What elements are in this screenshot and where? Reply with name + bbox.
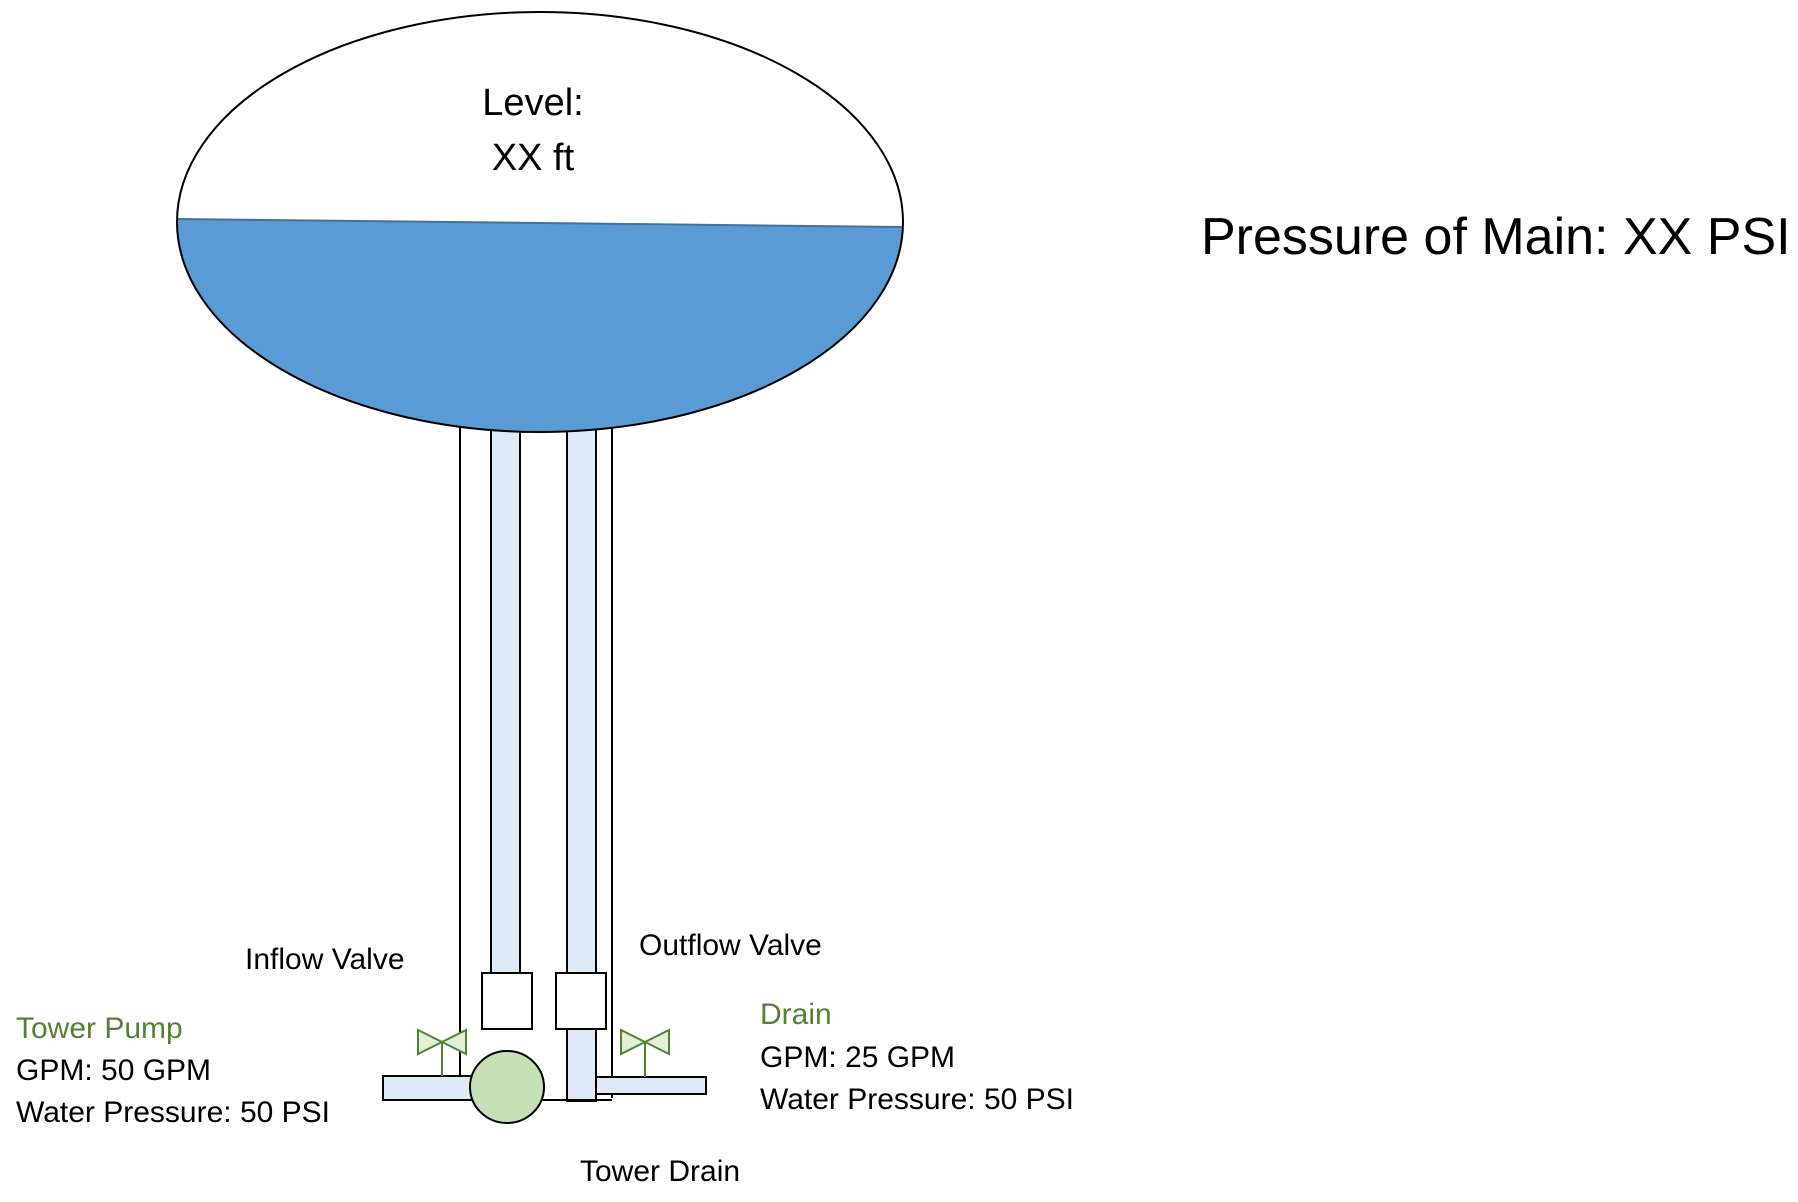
tower-support [459, 425, 613, 1098]
outflow-valve[interactable] [555, 972, 607, 1030]
drain-title: Drain [760, 998, 832, 1031]
tower-pump[interactable] [469, 1050, 545, 1124]
tower-pump-title: Tower Pump [16, 1012, 183, 1045]
tower-drain-label: Tower Drain [580, 1155, 740, 1188]
inflow-pipe [490, 424, 521, 974]
pump-pipe [382, 1075, 474, 1101]
drain-valve-icon[interactable] [620, 1028, 670, 1077]
tank-water [177, 219, 903, 432]
inflow-valve[interactable] [481, 972, 533, 1030]
inflow-valve-label: Inflow Valve [245, 943, 405, 976]
level-label: Level: [482, 82, 583, 124]
level-value: XX ft [492, 137, 575, 179]
main-pressure-readout: Pressure of Main: XX PSI [1201, 208, 1791, 266]
tower-pump-pressure: Water Pressure: 50 PSI [16, 1096, 330, 1129]
tank-outline [176, 11, 904, 433]
tank: Level: XX ft [176, 11, 904, 433]
pump-valve-icon[interactable] [417, 1028, 467, 1076]
water-surface [176, 218, 903, 228]
outflow-valve-label: Outflow Valve [639, 929, 822, 962]
drain-gpm: GPM: 25 GPM [760, 1041, 955, 1074]
drain-pressure: Water Pressure: 50 PSI [760, 1083, 1074, 1116]
drain-pipe [595, 1076, 707, 1095]
tower-pump-gpm: GPM: 50 GPM [16, 1054, 211, 1087]
